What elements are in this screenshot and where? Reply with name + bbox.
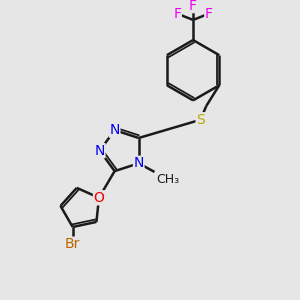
Text: N: N (110, 123, 120, 137)
Text: N: N (134, 156, 144, 170)
Text: F: F (189, 0, 197, 13)
Text: F: F (205, 7, 213, 21)
Text: F: F (173, 7, 181, 21)
Text: N: N (94, 144, 105, 158)
Text: O: O (94, 191, 104, 205)
Text: CH₃: CH₃ (156, 173, 179, 186)
Text: S: S (196, 113, 205, 127)
Text: Br: Br (65, 237, 80, 251)
